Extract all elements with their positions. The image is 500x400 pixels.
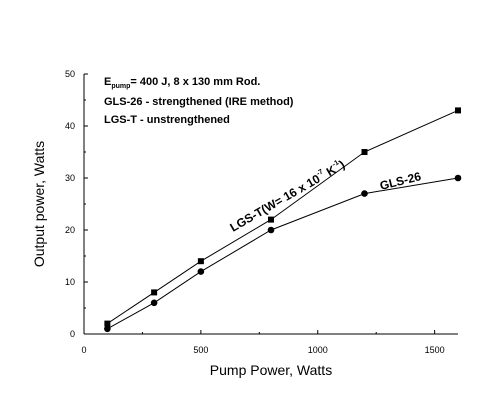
data-point-lgs-t	[151, 289, 158, 296]
data-point-gls-26	[454, 174, 462, 182]
annotation-line-1: Epump= 400 J, 8 x 130 mm Rod.	[104, 76, 260, 90]
y-tick-label: 20	[65, 225, 75, 235]
annotation-line-3: LGS-T - unstrengthened	[104, 114, 230, 126]
x-tick-label: 500	[193, 345, 208, 355]
x-ticks: 0 500 1000 1500	[81, 330, 445, 355]
y-tick-label: 40	[65, 121, 75, 131]
data-point-lgs-t	[268, 216, 274, 223]
annotation-block: Epump= 400 J, 8 x 130 mm Rod. GLS-26 - s…	[104, 76, 294, 126]
x-axis-title: Pump Power, Watts	[210, 362, 332, 378]
y-tick-label: 10	[65, 277, 75, 287]
data-point-lgs-t	[197, 258, 204, 265]
series-layer	[104, 107, 462, 333]
data-point-gls-26	[267, 226, 275, 234]
series-line-gls-26	[107, 177, 459, 330]
series-label-gls-26: GLS-26	[378, 169, 422, 193]
series-line-lgs-t	[107, 109, 459, 325]
data-point-lgs-t	[455, 107, 461, 114]
x-tick-label: 0	[81, 345, 86, 355]
y-tick-label: 50	[65, 69, 75, 79]
y-tick-label: 0	[70, 329, 75, 339]
data-point-gls-26	[104, 325, 111, 333]
series-label-lgs-t: LGS-T(W= 16 x 10-7 K-1)	[228, 157, 348, 234]
x-tick-label: 1500	[425, 345, 445, 355]
data-point-lgs-t	[104, 320, 111, 327]
x-tick-label: 1000	[308, 345, 328, 355]
data-point-gls-26	[361, 190, 368, 197]
y-axis-title: Output power, Watts	[31, 141, 47, 267]
y-ticks: 0 10 20 30 40 50	[65, 69, 88, 339]
annotation-line-2: GLS-26 - strengthened (IRE method)	[104, 96, 294, 108]
plot-area: 0 500 1000 1500 0 10 20 30 40 50	[65, 69, 462, 355]
data-point-gls-26	[197, 268, 205, 275]
data-point-gls-26	[150, 299, 158, 307]
data-point-lgs-t	[361, 149, 368, 155]
y-tick-label: 30	[65, 173, 75, 183]
